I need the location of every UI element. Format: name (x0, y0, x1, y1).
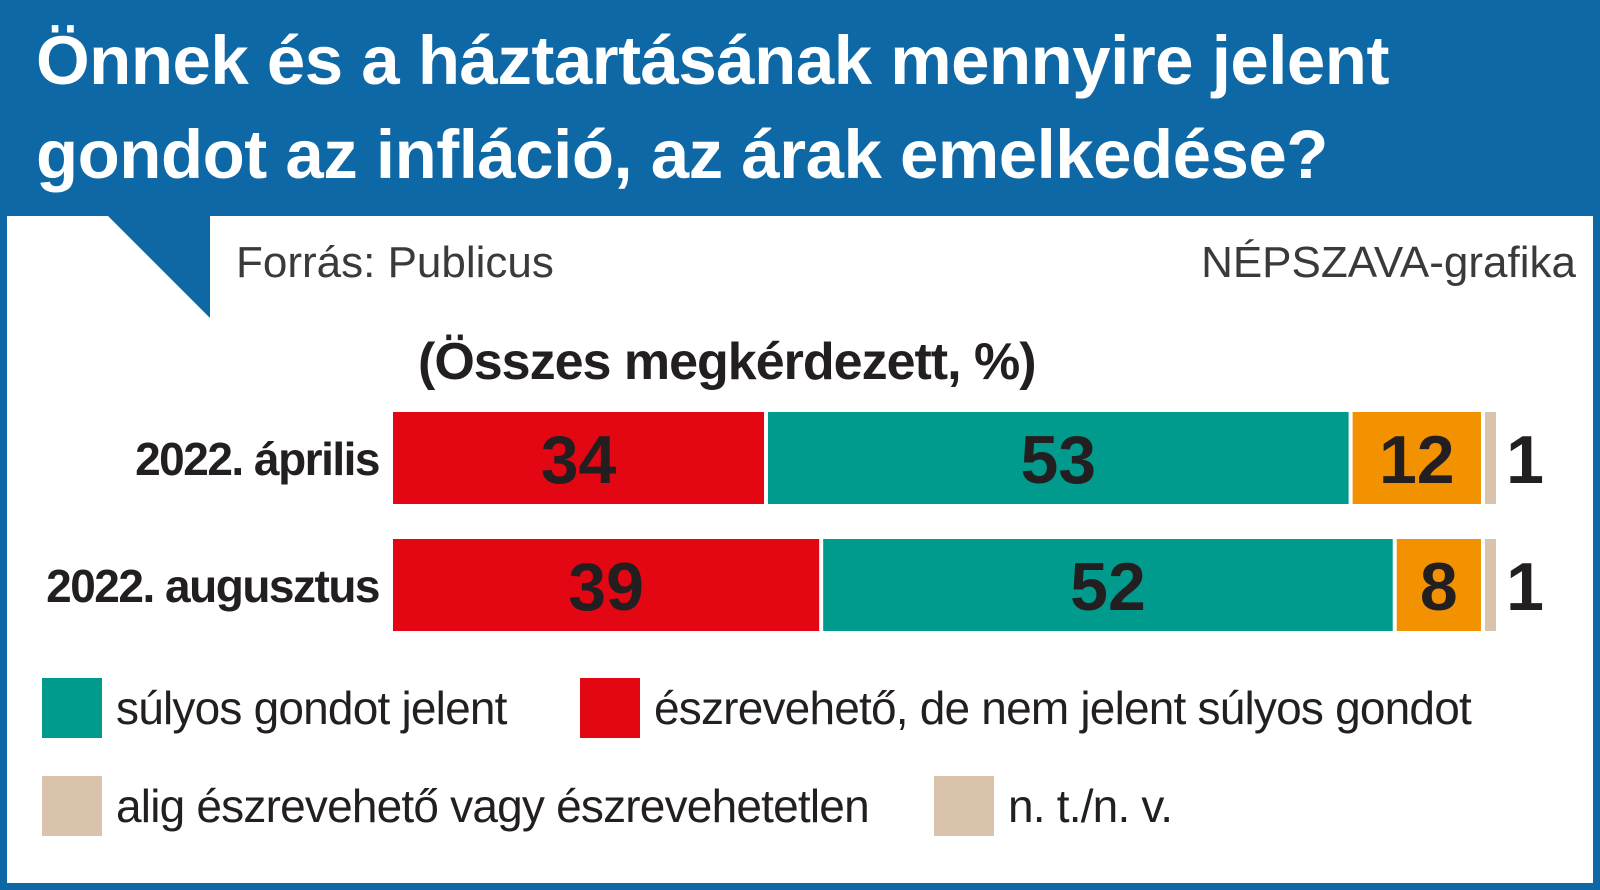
bar-segment (1484, 539, 1496, 631)
stacked-bar-chart: 2022. április 34 53 12 1 2022. augusztus 39 52 8… (46, 412, 1544, 631)
bar-segment (823, 539, 1393, 631)
category-label: 2022. április (135, 433, 379, 485)
bar-segment (1352, 412, 1481, 504)
bar-segment (393, 412, 765, 504)
data-label: 1 (1506, 422, 1544, 498)
source-text: Forrás: Publicus (236, 238, 554, 287)
data-label: 39 (568, 549, 644, 625)
bar-segment (1484, 412, 1496, 504)
bar-segment (768, 412, 1349, 504)
data-label: 34 (541, 422, 617, 498)
data-label: 52 (1070, 549, 1146, 625)
bar-segment (1396, 539, 1481, 631)
category-label: 2022. augusztus (46, 560, 379, 612)
bar-segment (393, 539, 820, 631)
data-label: 53 (1020, 422, 1096, 498)
chart-subtitle: (Összes megkérdezett, %) (418, 333, 1037, 391)
chart-title: Önnek és a háztartásának mennyire jelent… (36, 22, 1389, 193)
data-label: 8 (1420, 549, 1458, 625)
data-label: 1 (1506, 549, 1544, 625)
header-banner (0, 0, 1600, 216)
data-label: 12 (1379, 422, 1455, 498)
header-notch (0, 214, 210, 318)
credit-text: NÉPSZAVA-grafika (1201, 238, 1576, 287)
